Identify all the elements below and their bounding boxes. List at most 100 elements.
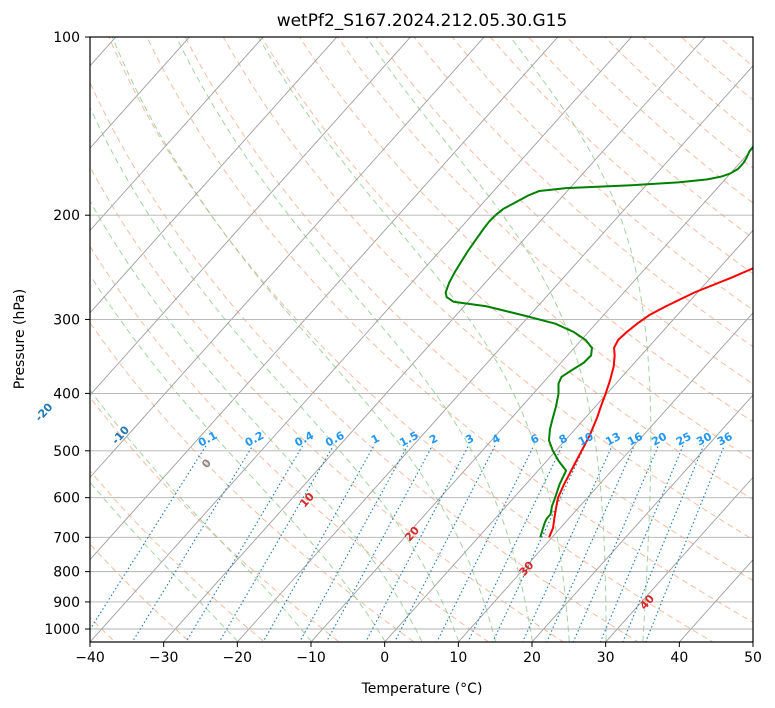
mixing-ratio-label: 10 [576, 430, 596, 449]
moist-adiabat-line [366, 37, 607, 642]
y-tick-label: 500 [53, 444, 80, 460]
mixing-ratio-line [325, 445, 433, 642]
x-tick-label: 0 [380, 650, 389, 666]
y-tick-label: 800 [53, 565, 80, 581]
mixing-ratio-label: 36 [715, 430, 735, 449]
x-tick-label: −30 [149, 650, 179, 666]
y-tick-label: 1000 [44, 622, 80, 638]
isotherm-line [0, 10, 66, 654]
mixing-ratio-label: 25 [674, 430, 694, 449]
mixing-ratio-label: 0.6 [323, 429, 347, 450]
dry-adiabat-line [260, 37, 753, 501]
dry-adiabat-line [727, 10, 775, 654]
x-tick-label: −20 [223, 650, 253, 666]
dry-adiabat-line [642, 37, 753, 135]
isotherm-line [605, 476, 753, 642]
isotherm-line [531, 394, 753, 642]
mixing-ratio-line [218, 445, 334, 642]
mixing-ratio-label: 0.2 [243, 429, 266, 450]
x-tick-label: 10 [449, 650, 467, 666]
moist-adiabat-line [509, 37, 652, 642]
x-tick-label: −40 [75, 650, 105, 666]
mixing-ratio-line [572, 445, 659, 642]
y-tick-label: 600 [53, 491, 80, 507]
x-tick-label: 50 [744, 650, 762, 666]
mixing-ratio-label: 8 [557, 432, 570, 447]
y-tick-label: 400 [53, 386, 80, 402]
dry-adiabat-line [451, 37, 753, 311]
y-axis: 100 200 300 400 500 600 700 800 900 1000 [44, 30, 90, 638]
isotherm-line [90, 37, 338, 314]
isotherm-line [90, 37, 264, 232]
chart-title: wetPf2_S167.2024.212.05.30.G15 [277, 11, 568, 31]
dewpoint-profile-line [444, 145, 753, 538]
mixing-ratio-line [546, 445, 635, 642]
moist-adiabat-line [111, 37, 497, 642]
isotherm-line [90, 37, 485, 479]
isotherms [0, 10, 753, 654]
mixing-ratio-line [393, 445, 496, 642]
isobars [90, 37, 753, 630]
plot-frame [89, 36, 754, 643]
dry-adiabat-line [566, 37, 753, 204]
mixing-ratio-label: 20 [649, 430, 669, 449]
dry-adiabat-line [90, 543, 191, 642]
y-axis-label: Pressure (hPa) [12, 289, 28, 389]
moist-adiabat-line [90, 274, 386, 642]
isotherm-line [236, 65, 753, 642]
moist-adiabat-line [257, 37, 570, 642]
mixing-ratio-label: 2 [427, 432, 440, 447]
dry-adiabat-line [184, 37, 753, 582]
dry-adiabat-line [90, 321, 415, 642]
mixing-ratio-line [492, 445, 586, 642]
mixing-ratio-line [599, 445, 684, 642]
x-tick-label: −10 [296, 650, 326, 666]
x-axis: −40 −30 −20 −10 0 10 20 30 40 50 [75, 642, 762, 666]
isotherm-line [90, 37, 412, 396]
dry-adiabat-label: 30 [517, 558, 537, 578]
y-tick-label: 700 [53, 530, 80, 546]
isotherm-line [163, 37, 706, 642]
mixing-ratio-line [365, 445, 469, 642]
mixing-ratio-line [131, 445, 254, 642]
y-tick-label: 100 [53, 30, 80, 46]
moist-adiabat-line [175, 37, 533, 642]
dry-adiabat-label: -20 [33, 400, 56, 424]
mixing-ratio-label: 16 [625, 430, 645, 449]
mixing-ratio-line [436, 445, 535, 642]
dry-adiabat-label: -10 [109, 423, 132, 447]
dry-adiabat-label: 20 [402, 524, 422, 544]
line-labels: 0.10.20.40.611.52346810131620253036-100-… [33, 400, 735, 612]
mixing-ratio-label: 0.1 [196, 429, 219, 450]
dry-adiabat-line [146, 37, 753, 623]
mixing-ratio-line [467, 445, 563, 642]
x-tick-label: 30 [597, 650, 615, 666]
dry-adiabat-line [299, 37, 753, 461]
mixing-ratio-line [645, 445, 725, 642]
isotherm-line [384, 229, 753, 642]
moist-adiabats [90, 37, 652, 642]
dry-adiabat-label: 40 [637, 592, 657, 612]
mixing-ratio-label: 4 [490, 432, 503, 447]
isotherm-line [90, 37, 191, 149]
dry-adiabat-line [764, 10, 775, 654]
mixing-ratio-label: 1 [369, 432, 382, 447]
temperature-profile-line [548, 267, 753, 538]
isotherm-line [310, 147, 753, 642]
dry-adiabat-line [90, 245, 490, 642]
dry-adiabat-line [90, 165, 565, 642]
x-tick-label: 20 [523, 650, 541, 666]
mixing-ratio-line [90, 445, 207, 631]
dry-adiabat-line [90, 81, 640, 642]
dry-adiabat-line [527, 37, 753, 239]
mixing-ratio-label: 3 [463, 432, 476, 447]
y-tick-label: 900 [53, 595, 80, 611]
moist-adiabat-line [90, 481, 239, 642]
mixing-ratio-label: 0.4 [293, 429, 317, 450]
mixing-ratio-line [521, 445, 613, 642]
isotherm-line [90, 37, 559, 561]
dry-adiabat-line [375, 37, 753, 385]
mixing-ratio-label: 1.5 [397, 429, 420, 450]
dry-adiabat-line [90, 470, 266, 642]
isotherm-line [90, 37, 633, 642]
